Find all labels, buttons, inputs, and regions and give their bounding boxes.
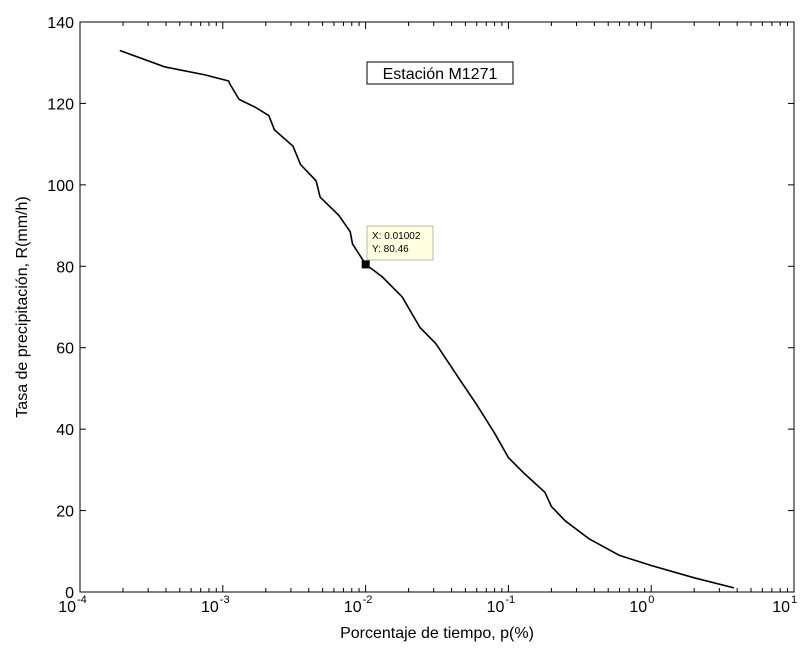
y-tick-label: 120 [47,96,74,113]
x-tick-label: 10 [58,599,76,616]
y-tick-label: 0 [65,585,74,602]
x-axis-label: Porcentaje de tiempo, p(%) [340,625,534,642]
y-tick-label: 20 [56,504,74,521]
datatip-x-text: X: 0.01002 [372,231,421,242]
plot-area [79,21,795,593]
station-box-label: Estación M1271 [383,66,498,83]
x-tick-label-exponent: -4 [77,594,87,606]
datatip-y-text: Y: 80.46 [372,244,409,255]
y-tick-label: 60 [56,341,74,358]
y-tick-label: 100 [47,178,74,195]
x-tick-label: 10 [201,599,219,616]
x-tick-label: 10 [344,599,362,616]
x-tick-label-exponent: -3 [220,594,230,606]
y-tick-label: 40 [56,422,74,439]
datatip-box [366,225,434,261]
y-tick-label: 140 [47,15,74,32]
x-tick-label: 10 [772,599,790,616]
x-tick-label: 10 [487,599,505,616]
x-tick-label-exponent: -1 [505,594,515,606]
x-tick-label-exponent: -2 [363,594,373,606]
station-box-frame [366,61,514,85]
x-tick-label-exponent: 1 [791,594,797,606]
x-tick-label: 10 [629,599,647,616]
datatip[interactable]: X: 0.01002 Y: 80.46 [361,225,434,269]
y-axis-label: Tasa de precipitación, R(mm/h) [14,196,31,417]
station-box: Estación M1271 [366,61,514,85]
x-tick-label-exponent: 0 [648,594,654,606]
datatip-marker[interactable] [361,260,370,269]
y-tick-label: 80 [56,259,74,276]
series-line [119,49,735,589]
